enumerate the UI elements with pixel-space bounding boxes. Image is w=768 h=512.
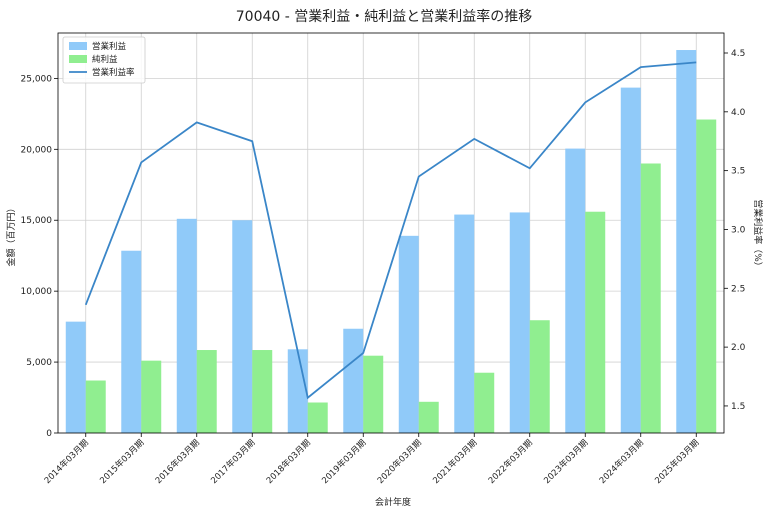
x-tick-label: 2023年03月期 bbox=[542, 437, 591, 486]
bar-operating-profit bbox=[565, 148, 586, 433]
x-tick-label: 2016年03月期 bbox=[153, 437, 202, 486]
y2-tick-label: 4.5 bbox=[731, 49, 745, 59]
bar-net-profit bbox=[252, 350, 273, 433]
x-tick-label: 2022年03月期 bbox=[486, 437, 535, 486]
bar-operating-profit bbox=[676, 50, 697, 434]
y-axis-left: 0 5,000 10,000 15,000 20,000 25,000 bbox=[21, 74, 58, 439]
x-tick-label: 2021年03月期 bbox=[431, 437, 480, 486]
chart-title: 70040 - 営業利益・純利益と営業利益率の推移 bbox=[236, 8, 533, 25]
x-tick-label: 2025年03月期 bbox=[653, 437, 702, 486]
x-tick-label: 2014年03月期 bbox=[42, 437, 91, 486]
x-tick-label: 2015年03月期 bbox=[98, 437, 147, 486]
legend-swatch bbox=[69, 55, 87, 63]
bar-operating-profit bbox=[232, 220, 253, 433]
legend-label: 純利益 bbox=[92, 54, 118, 65]
bar-operating-profit bbox=[454, 214, 475, 433]
bar-net-profit bbox=[418, 401, 439, 433]
legend-label: 営業利益 bbox=[92, 41, 127, 52]
bar-net-profit bbox=[474, 372, 495, 433]
bar-operating-profit bbox=[176, 218, 197, 433]
y-tick-label: 10,000 bbox=[21, 287, 53, 297]
x-axis-label: 会計年度 bbox=[375, 496, 411, 508]
y2-tick-label: 2.0 bbox=[731, 343, 746, 353]
x-tick-label: 2018年03月期 bbox=[264, 437, 313, 486]
bar-net-profit bbox=[141, 360, 162, 433]
y2-tick-label: 3.5 bbox=[731, 167, 745, 177]
x-tick-label: 2020年03月期 bbox=[375, 437, 424, 486]
bar-operating-profit bbox=[509, 212, 530, 433]
bar-net-profit bbox=[363, 355, 384, 433]
bar-net-profit bbox=[696, 119, 717, 433]
bar-operating-profit bbox=[121, 250, 142, 433]
line-operating-margin bbox=[84, 61, 697, 400]
bar-net-profit bbox=[585, 211, 606, 433]
bar-net-profit bbox=[640, 163, 661, 433]
bar-net-profit bbox=[85, 380, 106, 433]
y-tick-label: 20,000 bbox=[21, 145, 53, 155]
legend-label: 営業利益率 bbox=[92, 67, 135, 78]
bar-operating-profit bbox=[343, 328, 364, 433]
bar-net-profit bbox=[196, 350, 217, 433]
bar-net-profit bbox=[529, 320, 550, 433]
plot-frame bbox=[57, 32, 725, 434]
bars bbox=[65, 50, 717, 434]
y-tick-label: 15,000 bbox=[21, 216, 53, 226]
y2-tick-label: 3.0 bbox=[731, 225, 746, 235]
y-tick-label: 25,000 bbox=[21, 74, 53, 84]
y2-tick-label: 2.5 bbox=[731, 284, 745, 294]
bar-operating-profit bbox=[65, 321, 86, 433]
y-tick-label: 0 bbox=[46, 429, 52, 439]
bar-net-profit bbox=[307, 402, 328, 433]
y-axis-label: 金額（百万円） bbox=[5, 203, 17, 266]
x-axis: 2014年03月期 2015年03月期 2016年03月期 2017年03月期 2018… bbox=[42, 433, 701, 486]
bar-operating-profit bbox=[398, 235, 419, 433]
y2-axis-label: 営業利益率（%） bbox=[752, 199, 764, 271]
x-tick-label: 2017年03月期 bbox=[209, 437, 258, 486]
legend-swatch bbox=[69, 42, 87, 50]
y2-tick-label: 1.5 bbox=[731, 402, 745, 412]
y-tick-label: 5,000 bbox=[26, 358, 52, 368]
y-axis-right: 1.5 2.0 2.5 3.0 3.5 4.0 4.5 bbox=[724, 49, 746, 412]
line-series bbox=[84, 61, 697, 400]
x-tick-label: 2024年03月期 bbox=[597, 437, 646, 486]
bar-operating-profit bbox=[287, 349, 308, 433]
x-tick-label: 2019年03月期 bbox=[320, 437, 369, 486]
y2-tick-label: 4.0 bbox=[731, 108, 746, 118]
bar-operating-profit bbox=[620, 87, 641, 434]
